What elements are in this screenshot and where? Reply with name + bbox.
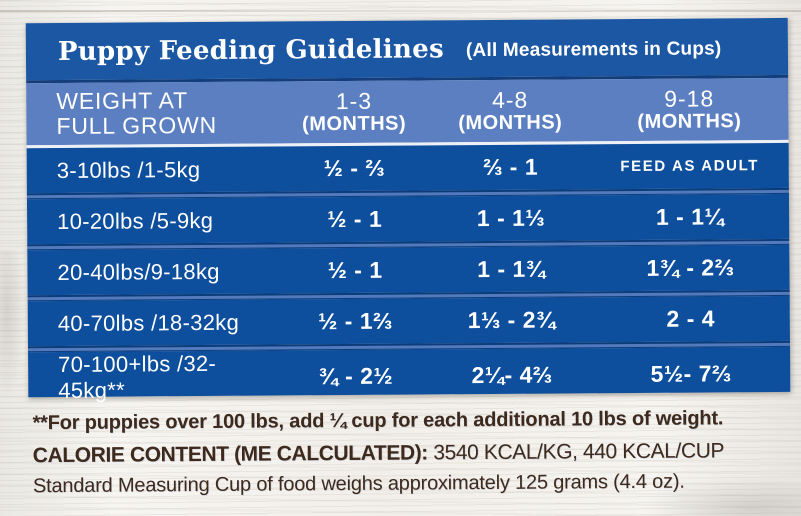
month-unit: (MONTHS) — [302, 112, 407, 136]
measuring-cup-note: Standard Measuring Cup of food weighs ap… — [32, 470, 685, 498]
weight-footnote: **For puppies over 100 lbs, add ¼ cup fo… — [32, 407, 724, 435]
table-row: 40-70lbs /18-32kg ½ - 1⅔ 1⅓ - 2¾ 2 - 4 — [27, 295, 790, 347]
cups-9-18-cell: 1 - 1¼ — [655, 203, 725, 230]
cups-4-8-cell: ⅔ - 1 — [483, 153, 539, 181]
weight-cell: 20-40lbs/9-18kg — [57, 258, 220, 285]
table-subtitle: (All Measurements in Cups) — [465, 38, 722, 62]
wood-plank-seam — [0, 10, 801, 12]
table-row: 3-10lbs /1-5kg ½ - ⅔ ⅔ - 1 FEED AS ADULT — [26, 142, 789, 194]
cups-1-3-cell: ½ - 1 — [327, 205, 383, 233]
cups-4-8-cell: 2¼- 4⅔ — [471, 361, 553, 388]
cups-1-3-cell: ½ - 1 — [327, 256, 383, 284]
cups-4-8-cell: 1 - 1⅓ — [476, 204, 546, 232]
weight-header-line2: FULL GROWN — [56, 111, 218, 140]
column-header-4-8-months: 4-8 (MONTHS) — [430, 86, 590, 135]
table-row: 70-100+lbs /32-45kg** ¾ - 2½ 2¼- 4⅔ 5½- … — [28, 346, 791, 403]
weight-header-line1: WEIGHT AT — [56, 86, 188, 114]
cups-9-18-cell: FEED AS ADULT — [620, 157, 760, 176]
cups-9-18-cell: 5½- 7⅔ — [650, 359, 732, 387]
month-range: 1-3 — [335, 87, 373, 115]
feeding-guidelines-table: Puppy Feeding Guidelines (All Measuremen… — [25, 17, 791, 403]
calorie-content-value: 3540 KCAL/KG, 440 KCAL/CUP — [427, 439, 725, 465]
weight-cell: 40-70lbs /18-32kg — [57, 309, 240, 336]
cups-9-18-cell: 2 - 4 — [666, 305, 716, 332]
month-range: 4-8 — [491, 86, 529, 113]
wood-smudge — [641, 476, 801, 516]
cups-1-3-cell: ¾ - 2½ — [318, 362, 394, 389]
cups-4-8-cell: 1 - 1¾ — [477, 255, 546, 283]
column-header-9-18-months: 9-18 (MONTHS) — [590, 85, 788, 134]
weight-cell: 70-100+lbs /32-45kg** — [58, 350, 217, 404]
table-header-row: WEIGHT AT FULL GROWN 1-3 (MONTHS) 4-8 (M… — [26, 77, 789, 146]
month-unit: (MONTHS) — [637, 110, 742, 133]
weight-cell: 10-20lbs /5-9kg — [57, 207, 214, 234]
month-range: 9-18 — [664, 85, 715, 112]
calorie-content-label: CALORIE CONTENT (ME CALCULATED): — [32, 441, 428, 468]
cups-4-8-cell: 1⅓ - 2¾ — [467, 306, 556, 334]
cups-9-18-cell: 1¾ - 2⅔ — [646, 254, 735, 281]
table-title: Puppy Feeding Guidelines — [57, 33, 445, 67]
table-row: 20-40lbs/9-18kg ½ - 1 1 - 1¾ 1¾ - 2⅔ — [27, 244, 790, 296]
calorie-content-line: CALORIE CONTENT (ME CALCULATED): 3540 KC… — [33, 439, 795, 468]
cups-1-3-cell: ½ - 1⅔ — [318, 307, 393, 335]
column-header-weight: WEIGHT AT FULL GROWN — [26, 87, 278, 139]
column-header-1-3-months: 1-3 (MONTHS) — [278, 87, 431, 136]
table-title-bar: Puppy Feeding Guidelines (All Measuremen… — [25, 17, 789, 81]
weight-cell: 3-10lbs /1-5kg — [56, 156, 201, 183]
footnotes: **For puppies over 100 lbs, add ¼ cup fo… — [32, 407, 795, 498]
month-unit: (MONTHS) — [458, 111, 563, 135]
cups-1-3-cell: ½ - ⅔ — [323, 154, 386, 182]
wood-grain-mark — [0, 250, 24, 400]
table-row: 10-20lbs /5-9kg ½ - 1 1 - 1⅓ 1 - 1¼ — [26, 193, 790, 245]
